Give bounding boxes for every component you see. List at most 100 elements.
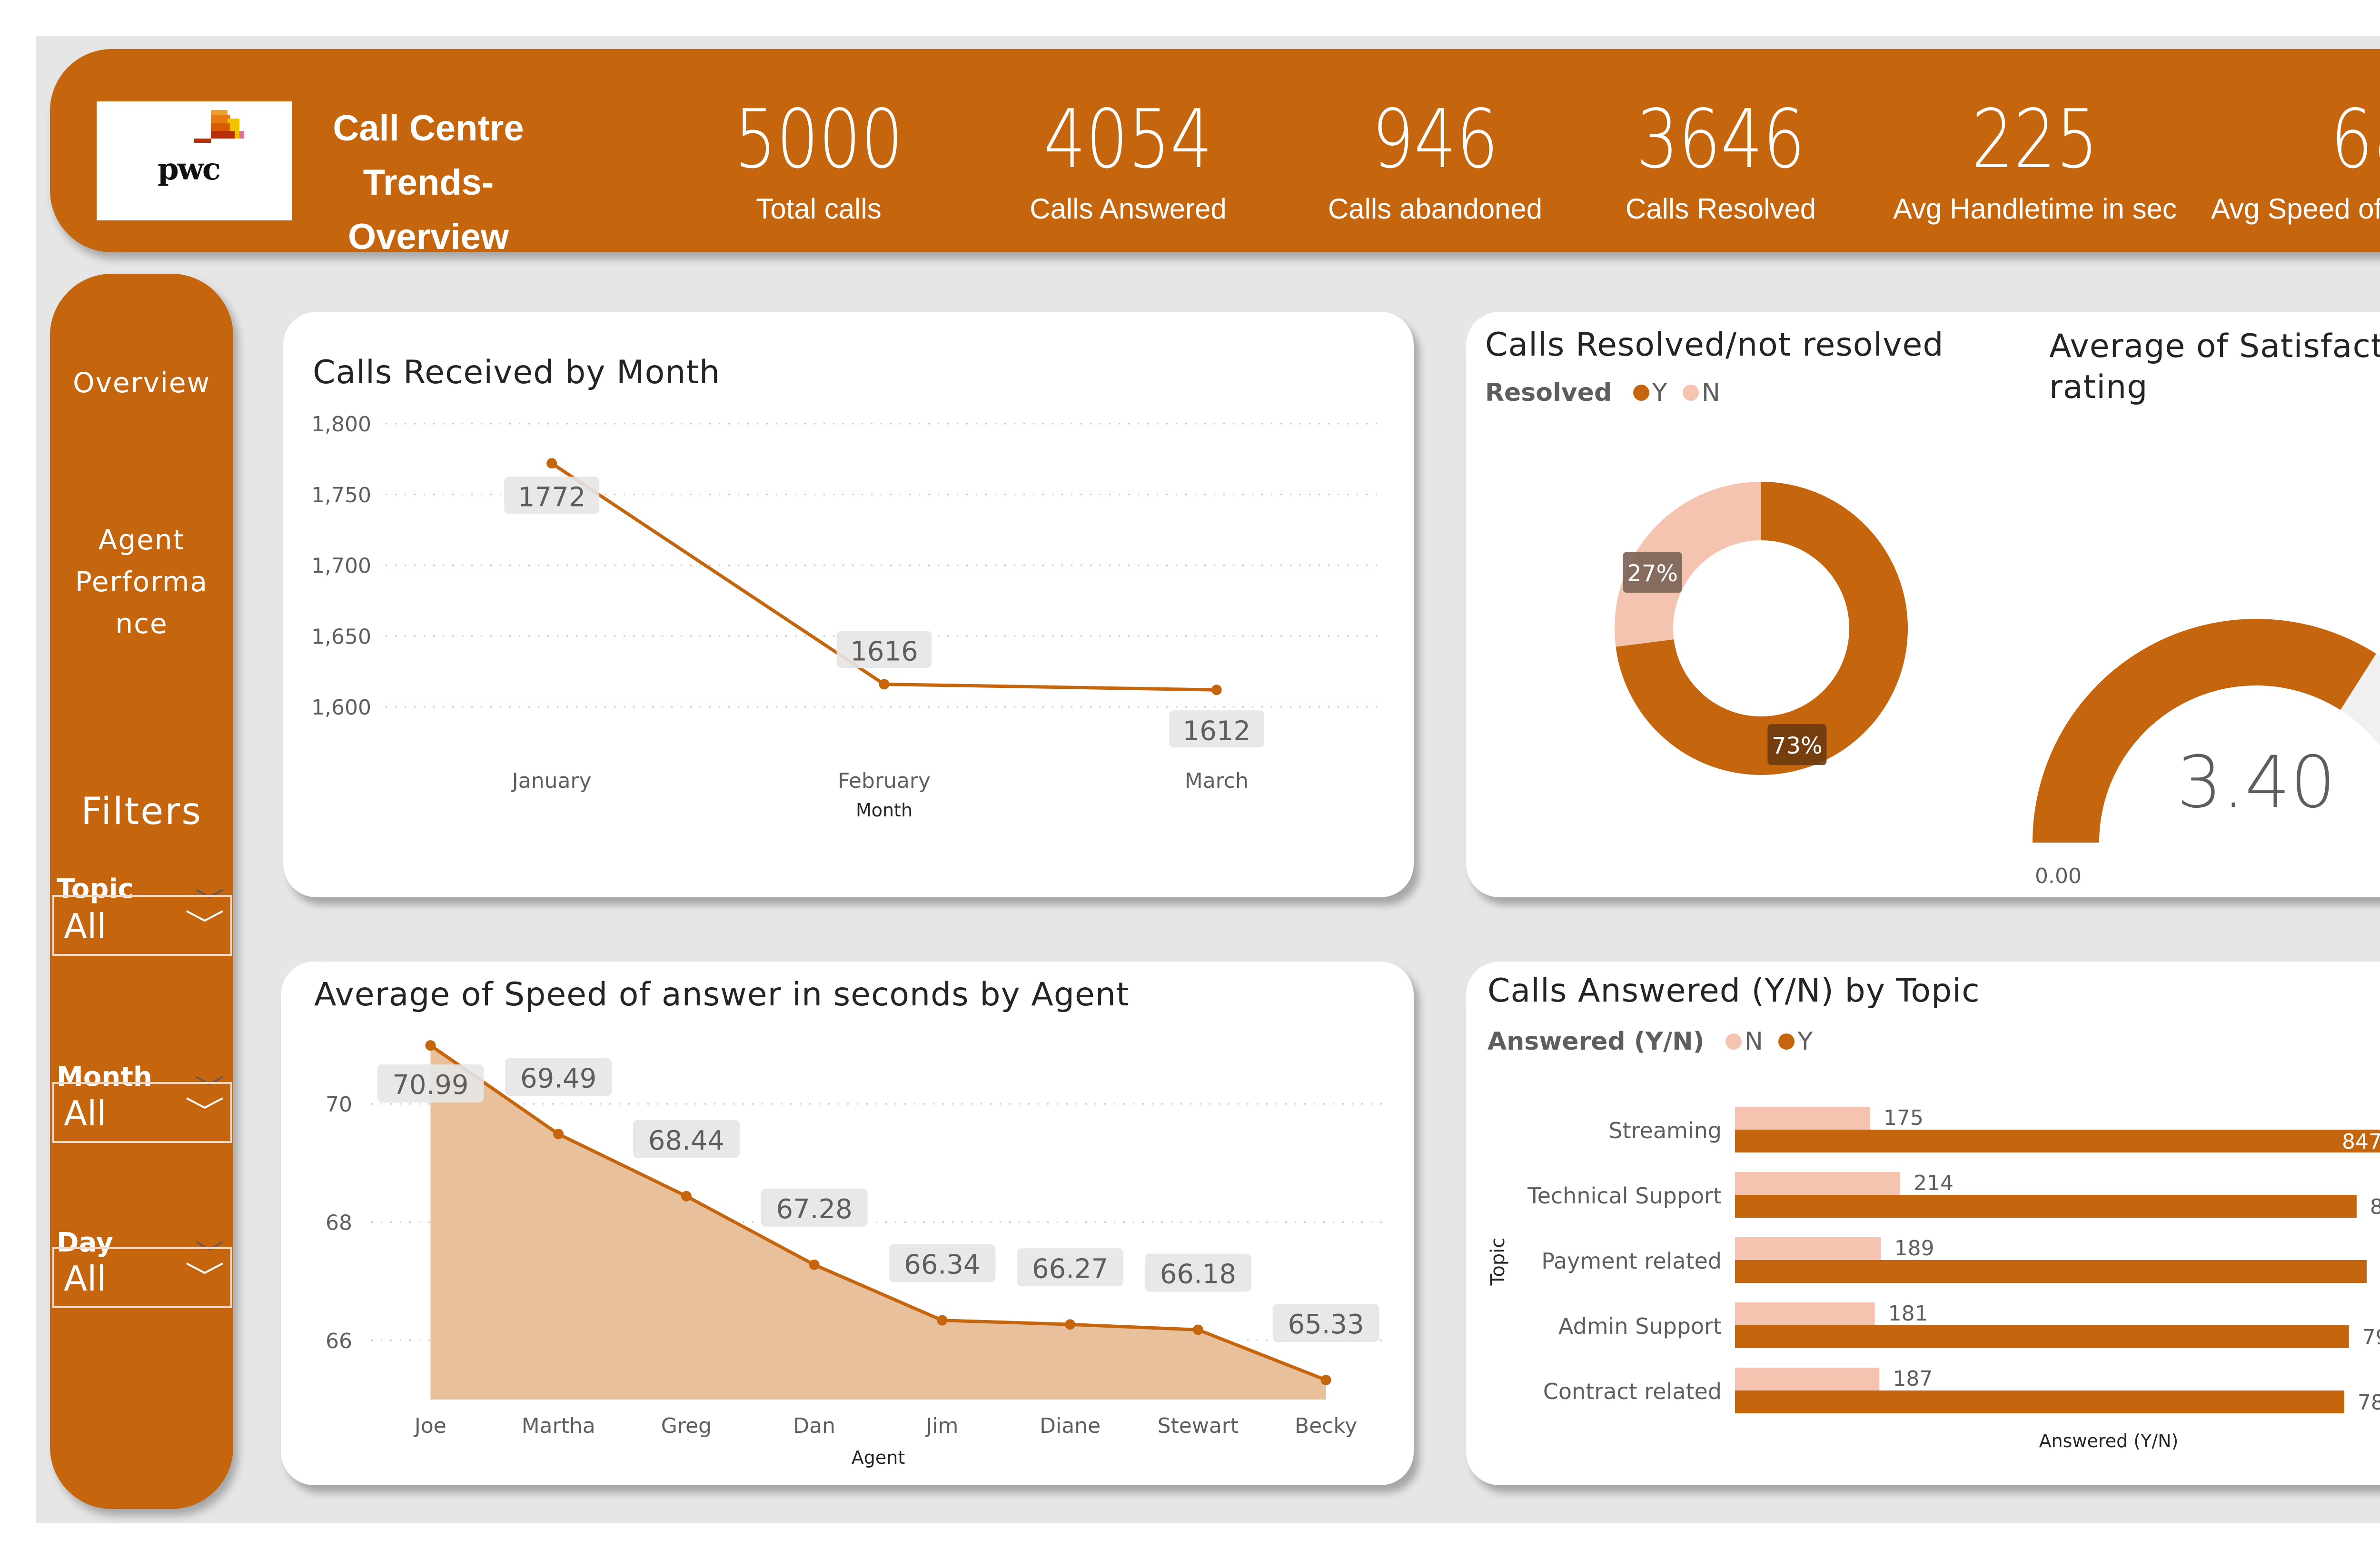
data-label-n: 189 — [1894, 1236, 1934, 1261]
x-tick-label: Jim — [924, 1414, 958, 1438]
card-resolved-satisfaction: Calls Resolved/not resolved Resolved Y N… — [1466, 312, 2380, 897]
line-chart-calls-by-month[interactable]: 1,600 1,650 1,700 1,750 1,800 1772 January 1616… — [283, 312, 1414, 897]
y-tick-label: 66 — [326, 1329, 352, 1353]
data-label-y: 805 — [2370, 1195, 2380, 1219]
filter-month-dropdown[interactable]: All — [52, 1082, 232, 1143]
data-point — [681, 1191, 692, 1202]
filter-month-label: Month — [57, 1062, 152, 1092]
x-tick-label: Greg — [661, 1414, 712, 1438]
y-tick-label: Contract related — [1543, 1379, 1722, 1404]
data-label: 73% — [1772, 733, 1823, 759]
gauge-value: 3.40 — [2177, 741, 2336, 824]
data-label-bg — [504, 477, 600, 514]
nav-label-line: Performa — [75, 566, 208, 598]
dropdown-value: All — [64, 1259, 107, 1299]
card-answered-by-topic: Calls Answered (Y/N) by Topic Answered (… — [1466, 962, 2380, 1485]
card-speed-by-agent: Average of Speed of answer in seconds by… — [281, 962, 1414, 1485]
donut-slice-y — [1616, 482, 1908, 775]
nav-overview[interactable]: Overview — [72, 367, 211, 399]
x-tick-label: Diane — [1040, 1414, 1101, 1438]
gauge-title-line2: rating — [2049, 368, 2148, 406]
nav-label-line: Agent — [98, 524, 185, 556]
gauge-title: Average of Satisfaction rating — [2049, 326, 2380, 408]
filter-topic-dropdown[interactable]: All — [52, 895, 232, 956]
chevron-down-icon[interactable] — [195, 1075, 224, 1089]
area-chart-speed-by-agent[interactable]: 66 68 70 70.99 Joe 69.49 Martha 68.44 Greg 67.28 D… — [281, 962, 1414, 1485]
kpi-label: Calls Resolved — [1625, 193, 1816, 225]
kpi-label: Avg Handletime in sec — [1893, 193, 2177, 225]
data-label-bg — [1272, 1304, 1379, 1342]
x-axis-title: Agent — [852, 1447, 905, 1468]
gauge-min-label: 0.00 — [2035, 864, 2082, 888]
y-tick-label: 70 — [326, 1092, 352, 1117]
legend-item-n[interactable]: N — [1702, 378, 1720, 407]
gauge-satisfaction[interactable]: 3.400.005.00 — [2028, 312, 2380, 897]
y-tick-label: 1,700 — [311, 554, 371, 578]
data-point — [1320, 1375, 1331, 1386]
legend-item-y[interactable]: Y — [1797, 1027, 1813, 1056]
filter-day-dropdown[interactable]: All — [52, 1247, 232, 1308]
x-tick-label: Joe — [413, 1414, 446, 1438]
y-tick-label: Streaming — [1608, 1118, 1722, 1143]
chevron-down-icon — [186, 1097, 223, 1109]
dropdown-value: All — [64, 906, 107, 946]
gauge-title-line1: Average of Satisfaction — [2049, 328, 2380, 365]
data-label-n: 181 — [1888, 1301, 1928, 1326]
data-label: 66.34 — [904, 1250, 980, 1281]
y-tick-label: 68 — [326, 1211, 352, 1235]
kpi-label: Avg Speed of answer in sec — [2211, 193, 2380, 225]
data-label: 1616 — [850, 636, 918, 667]
data-point — [937, 1315, 948, 1326]
kpi-value: 946 — [1371, 92, 1499, 187]
data-label: 66.18 — [1160, 1259, 1236, 1290]
y-tick-label: 1,750 — [311, 483, 371, 507]
nav-agent-performance[interactable]: Agent Performa nce — [50, 519, 233, 645]
data-label-y: 847 — [2342, 1130, 2380, 1154]
bar-y — [1735, 1325, 2349, 1348]
chart-title: Calls Received by Month — [313, 354, 721, 391]
bar-y — [1735, 1195, 2357, 1218]
bar-n — [1735, 1237, 1881, 1260]
data-label-bg — [1017, 1248, 1124, 1287]
sidebar: Overview Agent Performa nce Filters Topi… — [50, 274, 233, 1509]
x-axis-title: Month — [856, 800, 912, 821]
data-label-bg — [1144, 1253, 1251, 1292]
legend-item-n[interactable]: N — [1745, 1027, 1763, 1056]
y-axis-title: Topic — [1487, 1238, 1509, 1286]
data-label-bg — [889, 1244, 996, 1282]
legend-item-y[interactable]: Y — [1652, 378, 1667, 407]
data-label-y: 795 — [2362, 1325, 2380, 1350]
page-title: Call Centre Trends- Overview — [307, 101, 550, 264]
gauge-fill — [2033, 619, 2376, 843]
data-point — [1192, 1324, 1203, 1335]
kpi-value: 68 — [2330, 92, 2380, 187]
data-label: 1612 — [1183, 715, 1251, 746]
nav-label-line: nce — [115, 607, 168, 640]
data-point — [425, 1040, 436, 1051]
kpi-label: Calls Answered — [1030, 193, 1227, 225]
kpi-calls-resolved: 3646 Calls Resolved — [1587, 92, 1854, 228]
chevron-down-icon — [186, 910, 223, 922]
y-tick-label: 1,650 — [311, 625, 371, 649]
series-line — [429, 1044, 1327, 1382]
y-tick-label: Technical Support — [1527, 1183, 1722, 1209]
data-label-n: 214 — [1914, 1171, 1954, 1195]
bar-n — [1735, 1107, 1870, 1130]
data-label-bg — [1623, 552, 1682, 593]
x-tick-label: Dan — [793, 1414, 835, 1438]
data-point — [546, 458, 557, 469]
donut-chart-resolved[interactable]: 73% 27% — [1466, 312, 2028, 897]
kpi-value: 4054 — [1043, 92, 1213, 187]
x-tick-label: Becky — [1295, 1414, 1357, 1438]
data-label: 1772 — [518, 482, 586, 513]
chevron-down-icon[interactable] — [195, 888, 224, 902]
bar-y — [1735, 1390, 2344, 1413]
pwc-logo: pwc — [97, 101, 292, 220]
dropdown-value: All — [64, 1093, 107, 1133]
x-tick-label: January — [511, 769, 592, 793]
y-tick-label: Admin Support — [1558, 1313, 1722, 1339]
filters-heading: Filters — [81, 790, 202, 833]
bar-chart-answered-by-topic[interactable]: Streaming 175 847 Technical Support 214 805 Pa… — [1466, 962, 2380, 1485]
x-tick-label: Stewart — [1158, 1414, 1239, 1438]
chevron-down-icon[interactable] — [195, 1240, 224, 1254]
